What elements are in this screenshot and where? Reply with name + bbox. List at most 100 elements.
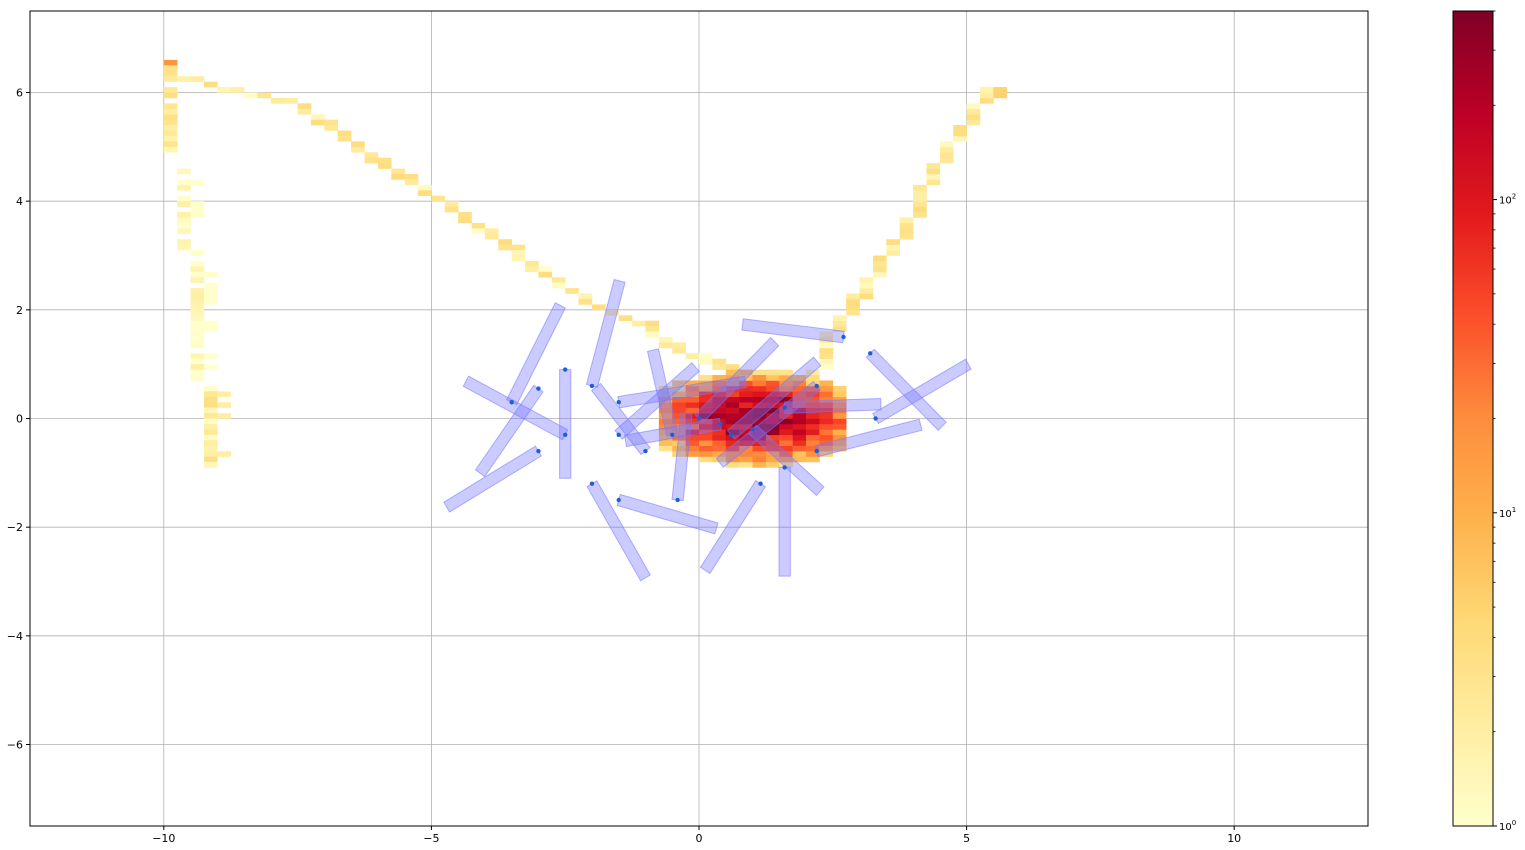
histogram-cell — [913, 195, 927, 202]
histogram-cell — [404, 174, 419, 180]
anchor-dot — [750, 427, 755, 432]
histogram-cell — [699, 418, 713, 425]
histogram-cell — [190, 266, 205, 273]
histogram-cell — [391, 174, 405, 180]
histogram-cell — [846, 293, 860, 300]
histogram-cell — [832, 418, 847, 425]
histogram-cell — [792, 429, 807, 436]
histogram-cell — [819, 385, 834, 392]
histogram-cell — [819, 429, 834, 436]
histogram-cell — [163, 92, 178, 99]
histogram-cell — [685, 396, 700, 403]
histogram-cell — [203, 461, 218, 468]
histogram-cell — [203, 326, 218, 332]
histogram-cell — [699, 423, 713, 430]
histogram-cell — [645, 320, 660, 327]
histogram-cell — [658, 440, 673, 446]
histogram-cell — [658, 342, 673, 349]
histogram-cell — [190, 369, 205, 376]
histogram-cell — [190, 315, 205, 321]
histogram-cell — [792, 396, 807, 403]
histogram-cell — [203, 445, 218, 452]
histogram-cell — [324, 119, 339, 126]
histogram-cell — [190, 337, 205, 343]
y-tick-label: −4 — [7, 630, 23, 643]
histogram-cell — [739, 461, 753, 468]
histogram-cell — [605, 309, 620, 316]
histogram-cell — [217, 413, 231, 419]
histogram-cell — [190, 271, 205, 278]
histogram-cell — [913, 190, 927, 197]
histogram-cell — [525, 266, 539, 273]
histogram-cell — [792, 413, 807, 419]
histogram-cell — [551, 277, 566, 283]
histogram-cell — [645, 326, 660, 332]
histogram-cell — [765, 418, 780, 425]
histogram-cell — [203, 423, 218, 430]
histogram-cell — [699, 434, 713, 441]
histogram-cell — [792, 402, 807, 408]
histogram-cell — [190, 260, 205, 267]
grid-lines — [30, 11, 1368, 826]
histogram-cell — [806, 445, 820, 452]
histogram-cell — [806, 434, 820, 441]
histogram-cell — [699, 440, 713, 446]
histogram-cell — [190, 250, 205, 256]
histogram-cell — [739, 451, 753, 457]
histogram-cell — [765, 375, 780, 381]
histogram-cell — [163, 119, 178, 126]
y-tick-label: 0 — [16, 413, 23, 426]
histogram-cell — [203, 402, 218, 408]
histogram-cell — [725, 440, 740, 446]
histogram-cell — [819, 418, 834, 425]
histogram-cell — [819, 402, 834, 408]
histogram-cell — [926, 163, 941, 169]
histogram-cell — [511, 255, 526, 262]
histogram-cell — [190, 288, 205, 294]
histogram-cell — [685, 353, 700, 360]
histogram-cell — [658, 434, 673, 441]
histogram-cell — [765, 461, 780, 468]
histogram-cell — [471, 222, 486, 229]
histogram-cell — [725, 396, 740, 403]
histogram-cell — [217, 402, 231, 408]
histogram-cell — [163, 125, 178, 131]
histogram-cell — [685, 385, 700, 392]
histogram-cell — [685, 451, 700, 457]
histogram-cell — [525, 260, 539, 267]
anchor-dot — [814, 383, 819, 389]
anchor-dot — [643, 448, 648, 454]
anchor-dot — [718, 421, 723, 427]
histogram-cell — [966, 119, 981, 126]
histogram-cell — [190, 293, 205, 300]
histogram-cell — [699, 353, 713, 360]
histogram-cell — [203, 451, 218, 457]
histogram-cell — [779, 369, 793, 376]
histogram-cell — [765, 369, 780, 376]
histogram-cell — [792, 391, 807, 398]
histogram-cell — [699, 402, 713, 408]
histogram-cell — [939, 146, 954, 153]
histogram-cell — [779, 396, 793, 403]
histogram-cell — [979, 92, 994, 99]
histogram-cell — [899, 233, 914, 240]
histogram-cell — [752, 456, 767, 463]
histogram-cell — [806, 375, 820, 381]
histogram-cell — [926, 179, 941, 186]
histogram-cell — [190, 201, 205, 207]
histogram-cell — [806, 429, 820, 436]
histogram-cell — [217, 391, 231, 398]
histogram-cell — [806, 385, 820, 392]
histogram-cell — [163, 146, 178, 153]
histogram-cell — [685, 413, 700, 419]
histogram-cell — [979, 87, 994, 93]
histogram-cell — [779, 418, 793, 425]
histogram-cell — [672, 413, 686, 419]
histogram-cell — [230, 87, 245, 93]
histogram-cell — [739, 402, 753, 408]
histogram-cell — [177, 212, 191, 218]
histogram-cell — [203, 364, 218, 370]
x-tick-label: −5 — [423, 832, 439, 845]
histogram-cell — [658, 337, 673, 343]
histogram-cell — [712, 391, 727, 398]
